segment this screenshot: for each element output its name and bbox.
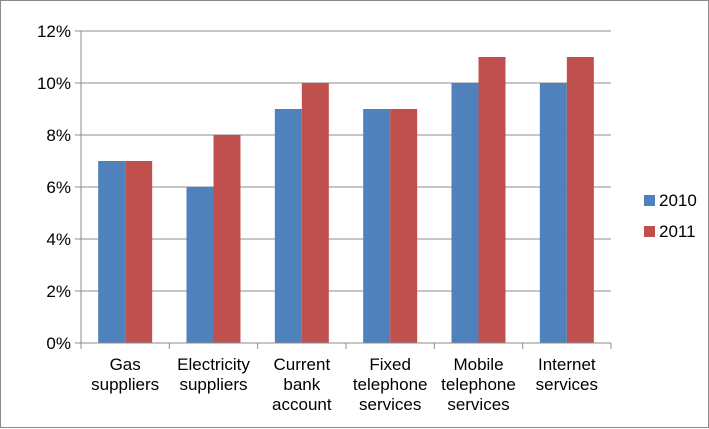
x-category-label: Electricity suppliers: [177, 355, 250, 394]
bar-2010-1: [186, 187, 214, 343]
x-category-label-line: Electricity: [177, 355, 250, 374]
x-category-label-line: account: [272, 395, 332, 414]
x-category-label-line: bank: [283, 375, 320, 394]
bar-2010-2: [274, 109, 302, 343]
y-tick-label: 4%: [46, 230, 71, 249]
bar-2011-4: [478, 57, 506, 343]
x-category-label: Fixed telephone services: [353, 355, 428, 414]
bar-2010-0: [98, 161, 126, 343]
x-category-label-line: Mobile: [453, 355, 503, 374]
bar-2010-4: [451, 83, 479, 343]
x-category-label-line: suppliers: [179, 375, 247, 394]
bar-2010-3: [363, 109, 391, 343]
legend-label-2011: 2011: [659, 222, 696, 241]
x-category-label-line: telephone: [353, 375, 428, 394]
y-tick-label: 2%: [46, 282, 71, 301]
bar-2011-5: [566, 57, 594, 343]
x-category-label: Mobile telephone services: [441, 355, 516, 414]
x-category-label-line: services: [536, 375, 598, 394]
y-tick-label: 10%: [37, 74, 71, 93]
x-category-label-line: Fixed: [369, 355, 411, 374]
y-tick-label: 6%: [46, 178, 71, 197]
y-tick-label: 8%: [46, 126, 71, 145]
legend-label-2010: 2010: [659, 191, 697, 210]
x-category-label-line: services: [447, 395, 509, 414]
x-category-label: Internet services: [536, 355, 598, 394]
bar-2011-1: [213, 135, 241, 343]
x-category-label-line: Current: [273, 355, 330, 374]
x-category-label-line: Internet: [538, 355, 596, 374]
y-tick-label: 0%: [46, 334, 71, 353]
x-category-label: Gas suppliers: [91, 355, 159, 394]
bar-2011-0: [125, 161, 153, 343]
y-tick-label: 12%: [37, 22, 71, 41]
x-category-label-line: services: [359, 395, 421, 414]
legend-swatch-2010: [644, 195, 655, 206]
x-category-label-line: suppliers: [91, 375, 159, 394]
x-category-label-line: telephone: [441, 375, 516, 394]
legend-swatch-2011: [644, 226, 655, 237]
bar-2010-5: [539, 83, 567, 343]
bar-2011-2: [301, 83, 329, 343]
x-category-label: Current bank account: [272, 355, 332, 414]
x-category-label-line: Gas: [110, 355, 141, 374]
bar-2011-3: [390, 109, 418, 343]
